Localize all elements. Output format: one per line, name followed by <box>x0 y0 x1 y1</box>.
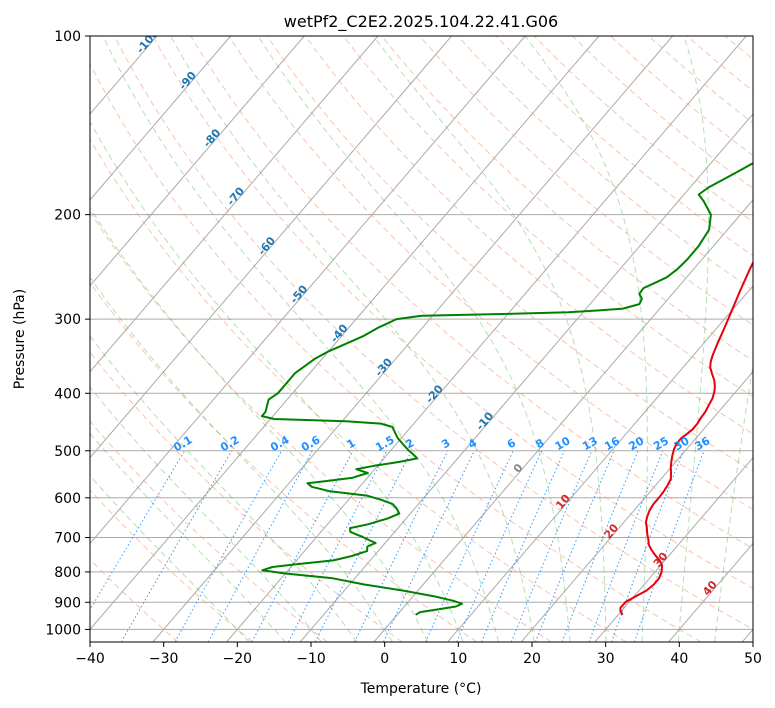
isotherm-line <box>90 36 379 373</box>
moist-adiabat-line <box>524 36 648 642</box>
x-tick-label: −30 <box>149 651 179 667</box>
x-tick-label: 30 <box>597 651 615 667</box>
dry-adiabat-line <box>419 36 753 326</box>
isotherm-line <box>90 36 305 287</box>
dry-adiabat-line <box>90 558 179 642</box>
isotherm-line <box>90 36 452 459</box>
x-tick-label: 0 <box>380 651 389 667</box>
x-tick-label: −20 <box>223 651 253 667</box>
plot-frame <box>89 35 754 643</box>
x-tick-label: 50 <box>744 651 762 667</box>
dry-adiabat-line <box>90 489 254 642</box>
isotherm-line <box>299 113 753 642</box>
y-axis-ticks: 100 200 300 400 500 600 700 800 900 1000 <box>45 29 90 638</box>
moist-adiabat-line <box>102 36 500 642</box>
isotherm-line <box>373 199 753 642</box>
y-tick-label: 500 <box>54 444 81 460</box>
moist-adiabat-line <box>90 475 250 642</box>
y-tick-label: 1000 <box>45 622 81 638</box>
mixing-ratio-line <box>535 450 615 642</box>
moist-adiabat-line <box>257 36 571 642</box>
mixing-ratio-line <box>588 450 664 642</box>
mixing-ratio-line <box>633 450 705 642</box>
moist-adiabat-line <box>714 361 753 642</box>
x-tick-label: 10 <box>449 651 467 667</box>
mixing-ratio-line <box>481 450 565 642</box>
mixing-ratio-line <box>354 450 449 642</box>
y-tick-label: 100 <box>54 29 81 45</box>
dry-adiabat-line <box>90 281 478 642</box>
dry-adiabat-line <box>190 36 753 550</box>
x-tick-label: −40 <box>75 651 105 667</box>
dry-adiabat-line <box>343 36 753 398</box>
dry-adiabat-line <box>90 138 627 642</box>
isotherm-line <box>447 285 753 642</box>
moist-adiabat-line <box>90 386 322 642</box>
dry-adiabat-line <box>304 36 753 435</box>
x-tick-label: −10 <box>296 651 326 667</box>
x-axis-label: Temperature (°C) <box>360 681 482 697</box>
isotherm-line <box>594 456 753 642</box>
moist-adiabat-line <box>677 36 709 642</box>
dry-adiabat-line <box>152 36 753 590</box>
y-tick-label: 200 <box>54 208 81 224</box>
dry-adiabat-line <box>381 36 753 362</box>
dry-adiabat-line <box>113 36 753 630</box>
y-tick-label: 700 <box>54 531 81 547</box>
dry-adiabat-line <box>90 351 403 642</box>
moist-adiabat-line <box>170 36 535 642</box>
chart-title: wetPf2_C2E2.2025.104.22.41.G06 <box>284 12 558 32</box>
isotherm-line <box>90 36 231 201</box>
mixing-ratio-line <box>561 450 639 642</box>
x-tick-label: 20 <box>523 651 541 667</box>
x-tick-label: 40 <box>670 651 688 667</box>
moist-adiabat-line <box>90 206 429 642</box>
dry-adiabat-line <box>228 36 753 511</box>
dry-adiabat-line <box>266 36 753 472</box>
x-axis-ticks: −40 −30 −20 −10 0 10 20 30 40 50 <box>75 642 762 667</box>
mixing-ratio-line <box>314 450 412 642</box>
mixing-ratio-line <box>174 450 283 642</box>
profile-lines <box>260 162 753 616</box>
y-tick-label: 400 <box>54 386 81 402</box>
mixing-ratio-line <box>207 450 313 642</box>
dry-adiabat-line <box>90 211 552 642</box>
y-tick-label: 900 <box>54 595 81 611</box>
moist-adiabat-line <box>90 276 393 642</box>
mixing-ratio-line <box>510 450 593 642</box>
mixing-ratio-line <box>456 450 543 642</box>
isotherm-line <box>90 36 600 631</box>
y-tick-label: 800 <box>54 565 81 581</box>
isotherm-line <box>90 36 526 545</box>
isotherm-line <box>520 370 753 642</box>
moist-adiabat-line <box>90 432 286 642</box>
y-axis-label: Pressure (hPa) <box>12 289 28 389</box>
temperature-profile-line <box>619 260 753 616</box>
dewpoint-profile-line <box>260 162 753 616</box>
mixing-ratio-line <box>611 450 684 642</box>
moist-adiabat-line <box>90 335 358 642</box>
y-tick-label: 600 <box>54 491 81 507</box>
isotherm-line <box>152 36 673 642</box>
y-tick-label: 300 <box>54 312 81 328</box>
isotherm-line <box>226 36 747 642</box>
